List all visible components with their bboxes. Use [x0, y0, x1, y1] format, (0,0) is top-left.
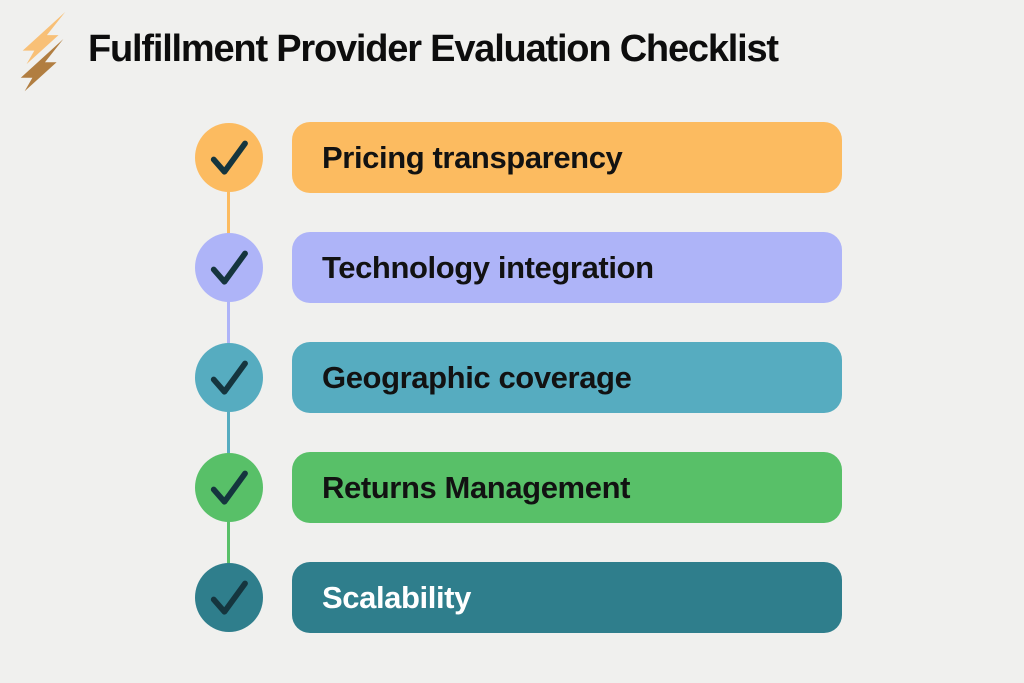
- checklist-bar: Returns Management: [292, 452, 842, 523]
- checklist-bar: Pricing transparency: [292, 122, 842, 193]
- check-circle: [195, 123, 263, 192]
- check-circle: [195, 233, 263, 302]
- checklist-row: Geographic coverage: [0, 342, 1024, 456]
- check-circle: [195, 563, 263, 632]
- connector-line: [227, 408, 230, 456]
- check-icon: [210, 580, 248, 615]
- connector-line: [227, 518, 230, 566]
- checklist-item-label: Pricing transparency: [322, 139, 623, 175]
- checklist-row: Pricing transparency: [0, 122, 1024, 236]
- checklist-bar: Scalability: [292, 562, 842, 633]
- check-circle: [195, 343, 263, 412]
- check-icon: [210, 250, 248, 285]
- check-icon: [210, 470, 248, 505]
- page-title: Fulfillment Provider Evaluation Checklis…: [88, 28, 779, 70]
- connector-line: [227, 298, 230, 346]
- checklist-item-label: Returns Management: [322, 469, 631, 505]
- checklist-row: Returns Management: [0, 452, 1024, 566]
- checklist-item-label: Geographic coverage: [322, 359, 632, 395]
- connector-line: [227, 188, 230, 236]
- checklist-bar: Technology integration: [292, 232, 842, 303]
- bolt-light-half: [22, 11, 66, 65]
- bolt-dark-half: [20, 38, 64, 92]
- checklist-item-label: Technology integration: [322, 249, 654, 285]
- check-icon: [210, 360, 248, 395]
- check-circle: [195, 453, 263, 522]
- checklist-row: Technology integration: [0, 232, 1024, 346]
- check-icon: [210, 140, 248, 175]
- checklist-row: Scalability: [0, 562, 1024, 633]
- lightning-bolt-icon: [20, 11, 66, 92]
- checklist-item-label: Scalability: [322, 579, 471, 615]
- checklist-bar: Geographic coverage: [292, 342, 842, 413]
